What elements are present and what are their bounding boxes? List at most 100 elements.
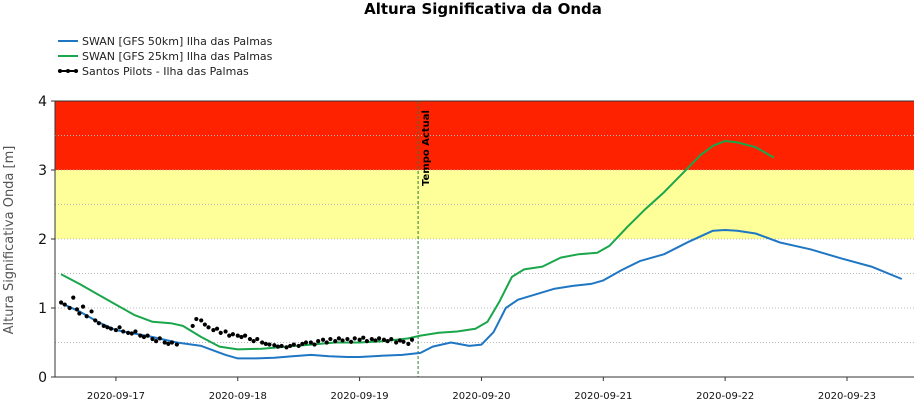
observed-point [199, 318, 204, 323]
observed-point [105, 325, 110, 330]
y-tick-label: 4 [38, 94, 47, 110]
observed-point [336, 336, 341, 341]
x-tick-label: 2020-09-17 [87, 391, 145, 402]
observed-point [340, 338, 345, 343]
observed-point [145, 333, 150, 338]
observed-point [409, 337, 415, 342]
observed-point [255, 336, 260, 342]
y-tick-label: 1 [38, 301, 47, 317]
legend-swatch-point [66, 69, 70, 73]
observed-point [352, 336, 357, 341]
y-axis-ticks: 0 1 2 3 4 [38, 94, 55, 386]
observed-point [288, 343, 293, 349]
legend-swatch-point [58, 69, 62, 73]
observed-point [227, 333, 232, 338]
legend-swatch-point [74, 69, 78, 73]
x-tick-label: 2020-09-18 [209, 391, 267, 402]
observed-point [218, 330, 223, 335]
series-line-0 [60, 229, 903, 360]
observed-point [267, 342, 272, 347]
observed-point [401, 339, 406, 344]
observed-point [324, 340, 329, 345]
observed-point [96, 321, 101, 326]
observed-point [211, 327, 216, 333]
observed-point [108, 326, 114, 331]
current-time-marker: Tempo Actual [417, 101, 432, 377]
x-tick-label: 2020-09-21 [574, 391, 632, 402]
observed-point [93, 318, 98, 323]
observed-point [308, 340, 313, 345]
observed-point [389, 336, 394, 342]
y-tick-label: 0 [38, 370, 47, 386]
legend-entry: SWAN [GFS 25km] Ilha das Palmas [82, 50, 273, 63]
y-tick-label: 3 [38, 163, 47, 179]
y-axis-label: Altura Significativa Onda [m] [2, 146, 17, 335]
observed-point [377, 336, 382, 341]
observed-point [121, 329, 126, 334]
observed-point [381, 337, 387, 342]
observed-point [345, 336, 350, 342]
observed-point [316, 339, 321, 344]
legend-entry: Santos Pilots - Ilha das Palmas [82, 65, 249, 78]
legend: SWAN [GFS 50km] Ilha das Palmas SWAN [GFS… [58, 35, 273, 78]
observed-point [275, 344, 281, 349]
observed-point [279, 343, 284, 349]
observed-point [284, 345, 289, 350]
observed-point [364, 339, 370, 344]
observed-point [223, 329, 228, 334]
observed-point [406, 341, 411, 346]
observed-point [230, 332, 235, 337]
observed-point [169, 340, 175, 345]
observed-point [62, 302, 67, 307]
x-axis-ticks: 2020-09-17 2020-09-18 2020-09-19 2020-09-20… [87, 377, 876, 402]
observed-point [260, 340, 265, 345]
observed-point [74, 307, 80, 312]
observed-point [300, 341, 305, 346]
observed-point [202, 322, 207, 327]
observed-point [129, 331, 134, 336]
observed-point [291, 342, 296, 347]
observed-point [348, 339, 354, 344]
observed-points [58, 295, 415, 350]
observed-point [67, 305, 72, 311]
observed-point [84, 314, 89, 319]
observed-point [157, 336, 162, 341]
chart-title: Altura Significativa da Onda [364, 0, 602, 18]
observed-point [272, 343, 277, 348]
observed-point [251, 339, 256, 344]
observed-point [71, 295, 76, 300]
series-line-1 [60, 140, 775, 351]
observed-point [303, 340, 309, 345]
observed-point [133, 329, 138, 334]
observed-point [235, 333, 240, 338]
legend-entry: SWAN [GFS 50km] Ilha das Palmas [82, 35, 273, 48]
observed-point [58, 300, 64, 305]
observed-point [101, 323, 106, 329]
observed-point [242, 333, 248, 338]
observed-point [117, 325, 122, 330]
series-lines [60, 140, 903, 360]
observed-point [312, 342, 317, 347]
observed-point [385, 339, 390, 344]
x-tick-label: 2020-09-22 [696, 391, 754, 402]
x-tick-label: 2020-09-19 [331, 391, 389, 402]
marker-label: Tempo Actual [421, 110, 432, 186]
observed-point [126, 330, 131, 335]
observed-point [206, 325, 211, 330]
observed-point [113, 327, 119, 333]
observed-point [263, 341, 268, 346]
y-tick-label: 2 [38, 232, 47, 248]
observed-point [190, 323, 195, 329]
observed-point [154, 339, 159, 344]
observed-point [194, 316, 199, 322]
observed-point [166, 341, 171, 346]
observed-point [89, 309, 94, 314]
observed-point [296, 343, 301, 349]
x-tick-label: 2020-09-20 [452, 391, 510, 402]
observed-point [174, 342, 179, 347]
observed-point [247, 336, 253, 342]
x-tick-label: 2020-09-23 [818, 391, 876, 402]
observed-point [357, 337, 362, 342]
observed-point [80, 304, 86, 309]
